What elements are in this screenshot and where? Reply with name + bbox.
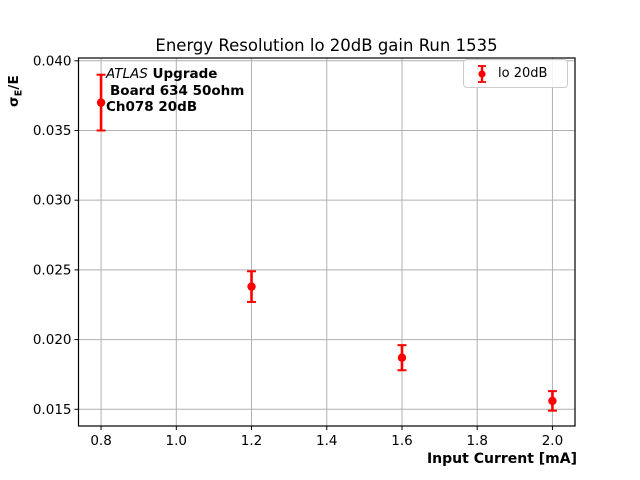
- y-tick-label: 0.025: [33, 262, 72, 278]
- y-axis-label: σE/E: [6, 75, 25, 107]
- data-point: [247, 282, 256, 291]
- annotation-line-2: Board 634 50ohm: [110, 82, 245, 99]
- annotation-line-1: ATLAS Upgrade: [106, 66, 244, 83]
- data-point: [96, 98, 106, 107]
- x-tick-label: 1.2: [241, 433, 262, 449]
- y-tick-label: 0.030: [33, 193, 72, 209]
- annotation-line-3: Ch078 20dB: [106, 99, 198, 115]
- annotation-upgrade: Upgrade: [147, 66, 218, 82]
- x-axis-label: Input Current [mA]: [426, 451, 577, 467]
- y-tick-label: 0.035: [33, 123, 72, 139]
- x-tick-label: 1.4: [316, 433, 337, 449]
- data-point: [397, 353, 407, 362]
- chart-legend: lo 20dB: [463, 59, 568, 88]
- x-tick-label: 1.6: [391, 433, 412, 449]
- annotation-block: ATLAS Upgrade Board 634 50ohm Ch078 20dB: [106, 66, 244, 116]
- y-tick-label: 0.040: [33, 53, 72, 69]
- y-tick-label: 0.015: [33, 402, 72, 418]
- x-tick-label: 1.0: [166, 433, 187, 449]
- chart-title: Energy Resolution lo 20dB gain Run 1535: [155, 36, 498, 55]
- y-tick-label: 0.020: [33, 332, 72, 348]
- sigma-subscript: E: [13, 89, 25, 97]
- x-tick-label: 2.0: [542, 433, 563, 449]
- legend-dot: [478, 69, 486, 78]
- x-tick-label: 1.8: [466, 433, 487, 449]
- y-axis-label-rest: /E: [6, 75, 22, 90]
- annotation-atlas: ATLAS: [106, 66, 148, 82]
- data-point: [548, 396, 557, 406]
- x-tick-label: 0.8: [90, 433, 111, 449]
- sigma-symbol: σ: [6, 96, 22, 107]
- legend-errorbar-icon: [478, 64, 486, 83]
- legend-label: lo 20dB: [498, 66, 548, 81]
